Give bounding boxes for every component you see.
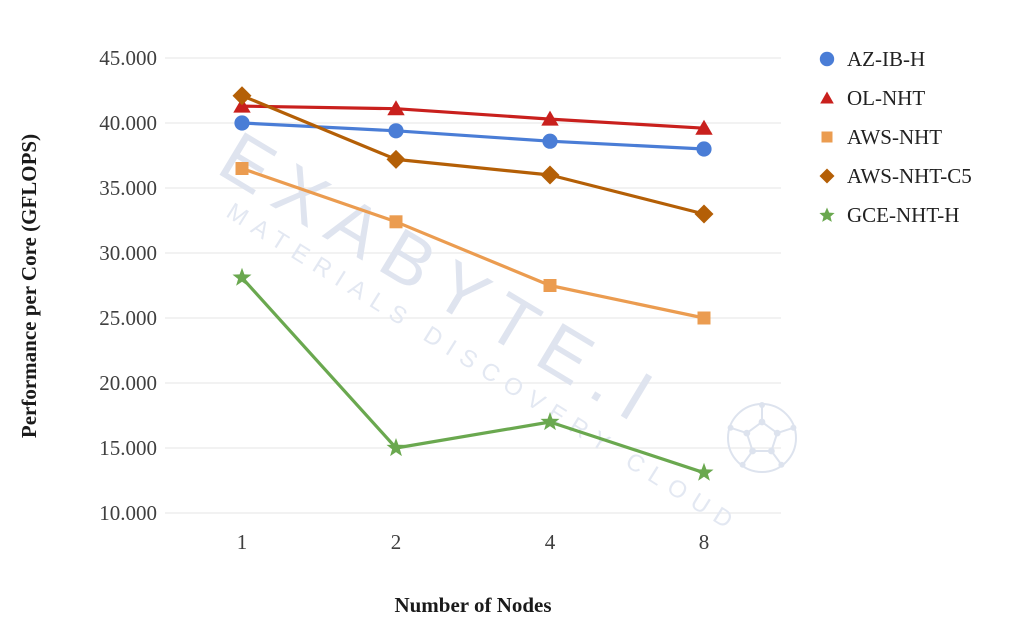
legend-marker-star-icon (819, 207, 835, 222)
legend-item-label: AWS-NHT-C5 (847, 163, 972, 188)
legend-item-gce-nht-h: GCE-NHT-H (818, 202, 972, 228)
legend-marker-square-icon (821, 131, 833, 143)
legend-marker-triangle-icon (820, 91, 834, 104)
watermark-text-exabyte: EXABYTE.I (206, 116, 678, 444)
watermark-sphere-logo-icon (727, 402, 797, 473)
y-axis-tick-label: 40.000 (99, 111, 157, 135)
legend-item-ol-nht: OL-NHT (818, 85, 972, 111)
legend-item-label: AZ-IB-H (847, 46, 926, 71)
y-axis-tick-label: 15.000 (99, 436, 157, 460)
y-axis-tick-label: 30.000 (99, 241, 157, 265)
legend-item-label: GCE-NHT-H (847, 202, 960, 227)
y-axis-tick-label: 20.000 (99, 371, 157, 395)
x-axis-title: Number of Nodes (394, 593, 552, 617)
legend-item-aws-nht-c5: AWS-NHT-C5 (818, 163, 972, 189)
legend-item-aws-nht: AWS-NHT (818, 124, 972, 150)
legend-item-label: AWS-NHT (847, 124, 943, 149)
legend-item-label: OL-NHT (847, 85, 926, 110)
y-axis-title: Performance per Core (GFLOPS) (17, 133, 41, 439)
legend-marker-circle-icon (819, 51, 835, 67)
x-axis-tick-label: 2 (390, 530, 402, 554)
y-axis-tick-label: 45.000 (99, 46, 157, 70)
y-axis-tick-label: 35.000 (99, 176, 157, 200)
legend-marker-diamond-icon (819, 168, 835, 184)
x-axis-tick-label: 1 (236, 530, 248, 554)
x-axis-tick-label: 8 (698, 530, 710, 554)
y-axis-tick-label: 10.000 (99, 501, 157, 525)
y-axis-tick-label: 25.000 (99, 306, 157, 330)
x-axis-tick-label: 4 (544, 530, 556, 554)
legend-item-az-ib-h: AZ-IB-H (818, 46, 972, 72)
chart-legend: AZ-IB-H OL-NHT AWS-NHT AWS-NHT-C5 GCE-NH… (818, 46, 972, 241)
